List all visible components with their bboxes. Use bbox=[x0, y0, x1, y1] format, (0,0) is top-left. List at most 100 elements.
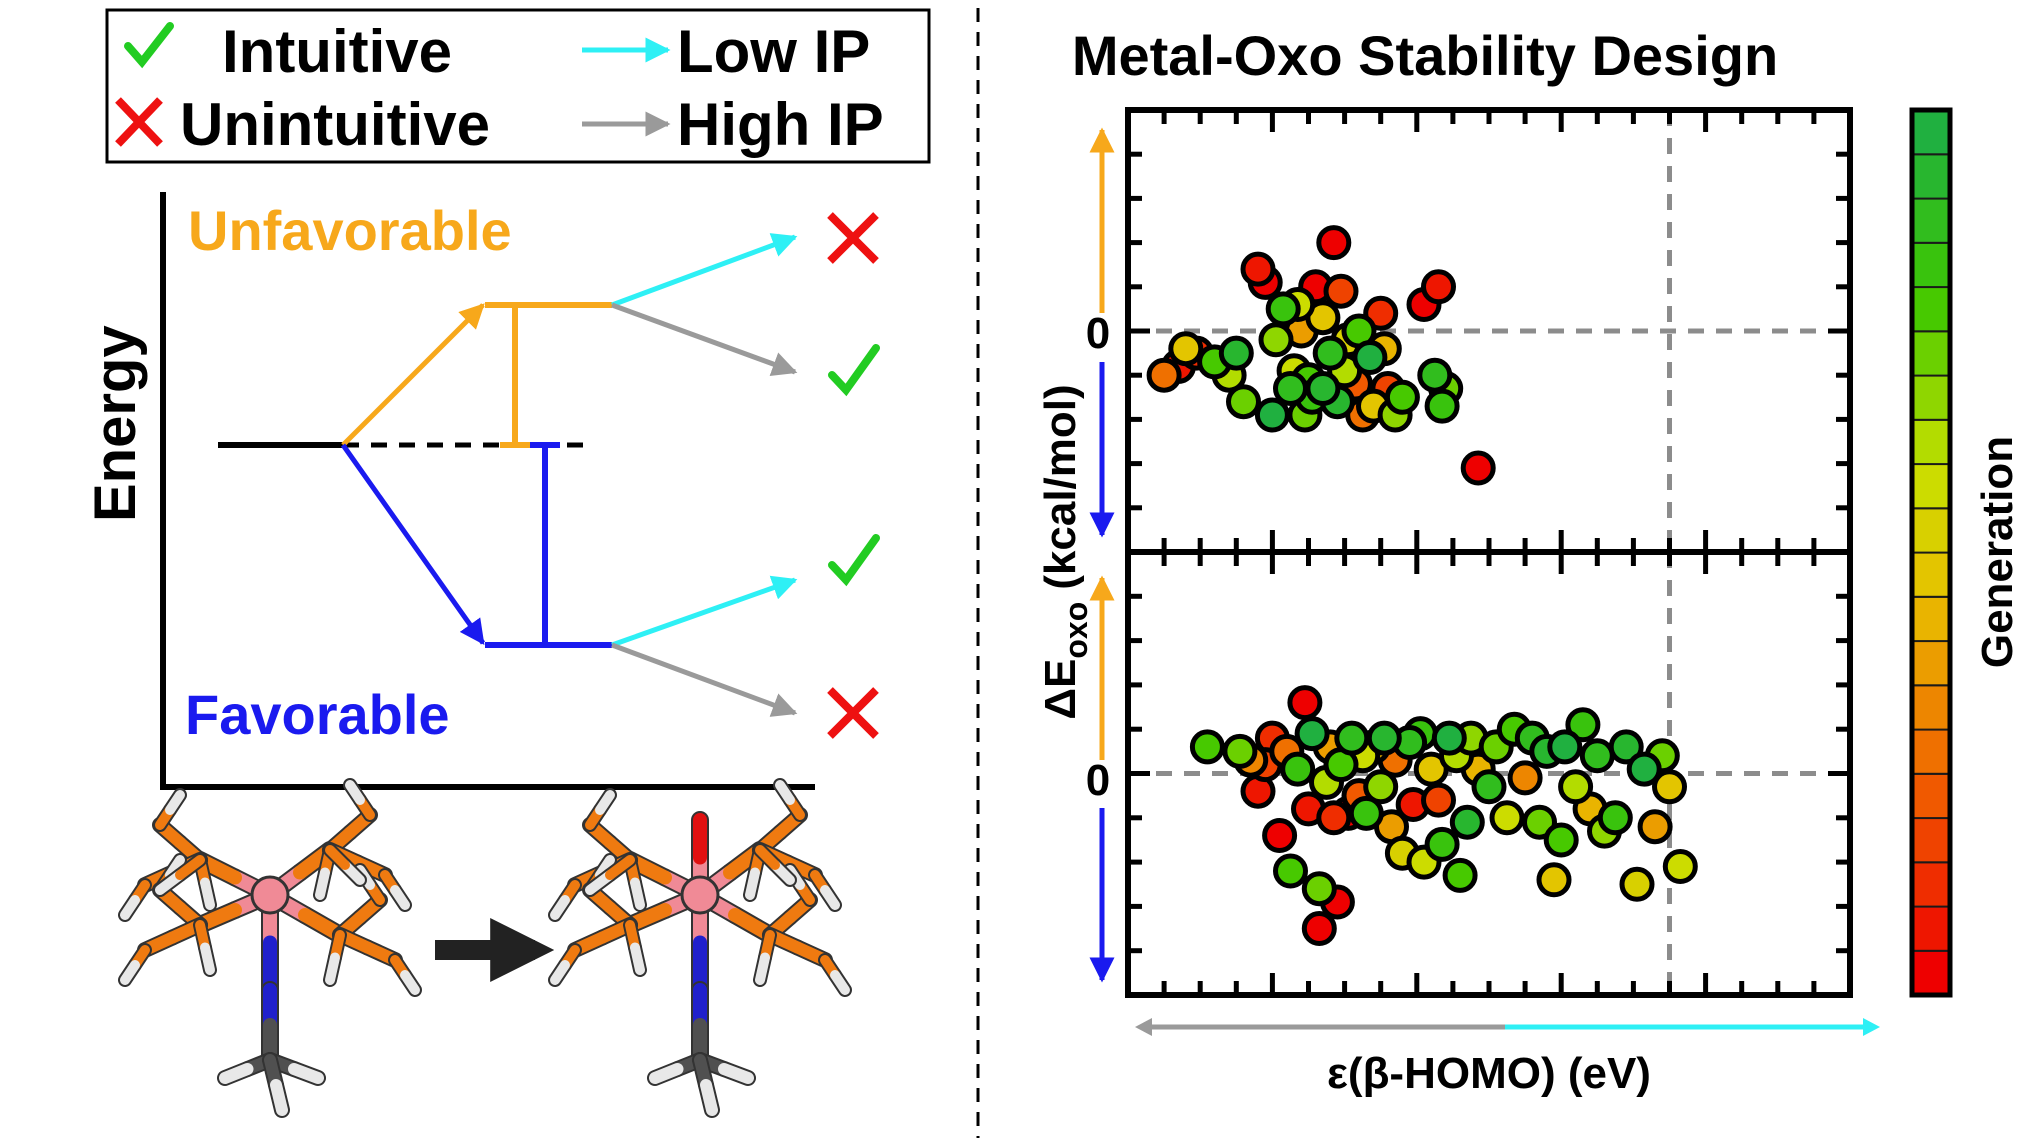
colorbar-label: Generation bbox=[1973, 436, 2022, 668]
favorable-arrow bbox=[340, 443, 486, 646]
chart-title: Metal-Oxo Stability Design bbox=[1072, 24, 1778, 87]
colorbar-segment bbox=[1911, 241, 1951, 289]
x-high-ip-arrowhead bbox=[1135, 1018, 1152, 1036]
check-icon bbox=[828, 534, 880, 587]
data-point bbox=[1287, 685, 1323, 721]
colorbar-segment bbox=[1911, 728, 1951, 775]
data-point bbox=[1597, 800, 1633, 836]
colorbar-segment bbox=[1911, 286, 1951, 333]
x-low-ip-arrowhead bbox=[1863, 1018, 1880, 1036]
cross-icon bbox=[827, 687, 879, 739]
data-point bbox=[1363, 769, 1399, 805]
reactant-molecule bbox=[118, 778, 422, 1118]
unfavorable-high-ip-arrow bbox=[611, 302, 798, 377]
colorbar-segment bbox=[1911, 418, 1951, 466]
data-point bbox=[1431, 720, 1467, 756]
colorbar-segment bbox=[1911, 905, 1951, 952]
data-point bbox=[1626, 751, 1662, 787]
data-point bbox=[1334, 720, 1370, 756]
data-point bbox=[1471, 769, 1507, 805]
data-point bbox=[1265, 291, 1301, 327]
favorable-low-ip-arrow bbox=[611, 575, 798, 648]
chart: Metal-Oxo Stability Design 0 0 ΔEoxo (kca… bbox=[1036, 24, 2022, 1098]
data-point bbox=[1273, 371, 1308, 406]
data-point bbox=[1652, 769, 1687, 805]
data-point bbox=[1316, 225, 1352, 261]
lower-zero-tick-label: 0 bbox=[1086, 756, 1110, 805]
data-point bbox=[1316, 800, 1352, 836]
colorbar-segment bbox=[1911, 153, 1951, 200]
energy-diagram: Energy Unfavorable Favorable bbox=[83, 192, 880, 790]
colorbar-segment bbox=[1911, 330, 1951, 377]
data-point bbox=[1421, 269, 1456, 305]
data-point bbox=[1424, 826, 1460, 862]
colorbar-segment bbox=[1911, 507, 1951, 554]
points-layer bbox=[1146, 225, 1698, 946]
colorbar-segment bbox=[1911, 949, 1951, 997]
data-point bbox=[1442, 857, 1478, 893]
cross-icon bbox=[115, 97, 163, 147]
legend-unintuitive-label: Unintuitive bbox=[180, 91, 490, 158]
data-point bbox=[1619, 866, 1655, 902]
y-axis-unit: (kcal/mol) bbox=[1036, 384, 1085, 589]
colorbar-segment bbox=[1911, 772, 1951, 820]
colorbar bbox=[1909, 107, 1953, 998]
data-point bbox=[1565, 707, 1601, 743]
data-point bbox=[1417, 357, 1453, 393]
data-point bbox=[1543, 822, 1579, 858]
data-point bbox=[1226, 384, 1261, 420]
data-point bbox=[1294, 716, 1330, 752]
legend-high-ip-label: High IP bbox=[677, 91, 884, 158]
upper-zero-tick-label: 0 bbox=[1086, 309, 1110, 358]
colorbar-segment bbox=[1911, 551, 1951, 598]
data-point bbox=[1146, 357, 1182, 393]
data-point bbox=[1547, 729, 1583, 765]
legend: Intuitive Unintuitive Low IP High IP bbox=[105, 8, 931, 164]
data-point bbox=[1254, 397, 1290, 433]
favorable-high-ip-arrow bbox=[611, 642, 798, 717]
y-axis-subscript: oxo bbox=[1058, 602, 1094, 659]
cross-icon bbox=[827, 212, 879, 264]
y-axis-label: ΔEoxo (kcal/mol) bbox=[1036, 384, 1094, 719]
data-point bbox=[1637, 809, 1673, 845]
data-point bbox=[1662, 849, 1698, 884]
data-point bbox=[1280, 751, 1316, 787]
data-point bbox=[1222, 733, 1258, 769]
unfavorable-label: Unfavorable bbox=[188, 199, 512, 262]
colorbar-segment bbox=[1911, 640, 1951, 687]
data-point bbox=[1312, 335, 1348, 371]
data-point bbox=[1449, 804, 1485, 840]
data-point bbox=[1421, 782, 1456, 818]
data-point bbox=[1323, 273, 1359, 309]
data-point bbox=[1558, 769, 1594, 805]
energy-axis-label: Energy bbox=[83, 325, 148, 522]
data-point bbox=[1489, 800, 1525, 836]
data-point bbox=[1258, 322, 1294, 358]
colorbar-segment bbox=[1911, 861, 1951, 908]
colorbar-segment bbox=[1911, 197, 1951, 244]
data-point bbox=[1273, 853, 1308, 889]
data-point bbox=[1366, 720, 1402, 756]
legend-intuitive-label: Intuitive bbox=[222, 18, 452, 85]
unfavorable-low-ip-arrow bbox=[611, 233, 798, 308]
colorbar-segment bbox=[1911, 463, 1951, 510]
data-point bbox=[1608, 729, 1644, 765]
data-point bbox=[1218, 335, 1254, 371]
svg-text:ΔEoxo(kcal/mol): ΔEoxo (kcal/mol) bbox=[1036, 384, 1094, 719]
data-point bbox=[1240, 251, 1276, 287]
data-point bbox=[1305, 371, 1341, 406]
legend-low-ip-label: Low IP bbox=[677, 18, 870, 85]
favorable-label: Favorable bbox=[185, 683, 450, 746]
data-point bbox=[1536, 862, 1572, 898]
data-point bbox=[1301, 911, 1337, 946]
data-point bbox=[1424, 388, 1460, 424]
data-point bbox=[1301, 871, 1337, 907]
data-point bbox=[1579, 738, 1615, 774]
colorbar-segment bbox=[1911, 817, 1951, 864]
colorbar-segment bbox=[1911, 595, 1951, 643]
colorbar-frame bbox=[1909, 107, 1953, 998]
product-oxo-molecule bbox=[548, 778, 852, 1118]
data-point bbox=[1522, 804, 1557, 840]
x-axis-label: ε(β-HOMO) (eV) bbox=[1327, 1049, 1651, 1098]
data-point bbox=[1189, 729, 1225, 765]
